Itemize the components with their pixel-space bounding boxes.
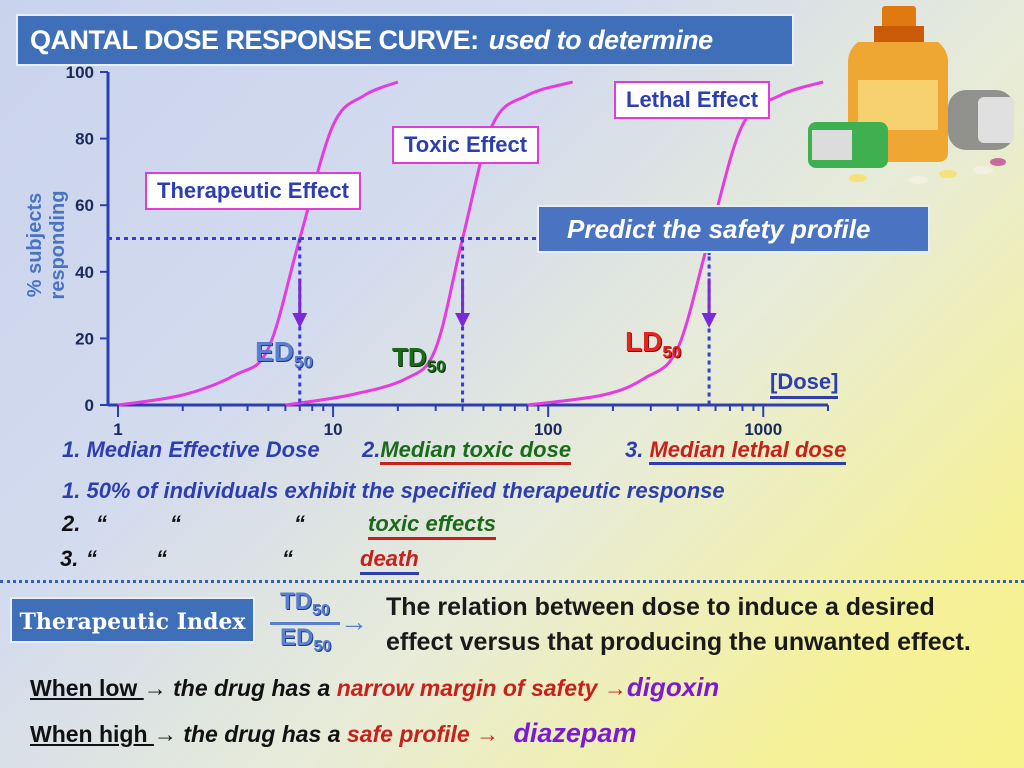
therapeutic-index-label: Therapeutic Index <box>10 597 255 643</box>
ti-fraction-bar <box>270 622 340 625</box>
rule-low: When low → the drug has a narrow margin … <box>30 672 720 702</box>
page-title: QANTAL DOSE RESPONSE CURVE: used to deter… <box>16 14 794 66</box>
curve-toxic-effect <box>285 80 574 407</box>
y-tick-label: 40 <box>75 263 94 282</box>
medicine-bottles-image <box>808 6 1014 184</box>
explain-line-2: 2. “ “ “ toxic effects <box>62 511 522 541</box>
chart-reference-lines <box>108 237 717 405</box>
ti-description-line-1: The relation between dose to induce a de… <box>386 593 935 621</box>
ti-denominator: ED50 <box>280 624 332 655</box>
title-sub: used to determine <box>488 25 714 55</box>
y-tick-label: 80 <box>75 130 94 149</box>
y-tick-label: 100 <box>66 63 94 82</box>
title-main: QANTAL DOSE RESPONSE CURVE: <box>30 25 479 55</box>
x-tick-label: 100 <box>534 420 562 439</box>
lethal-effect-callout: Lethal Effect <box>614 81 771 119</box>
predict-safety-callout: Predict the safety profile <box>537 205 930 253</box>
def-ed50: 1. Median Effective Dose <box>62 437 320 462</box>
chart-curves <box>117 80 824 407</box>
y-tick-label: 60 <box>75 196 94 215</box>
x-axis-label: [Dose] <box>770 369 839 399</box>
y-axis-label: % subjects responding <box>24 190 69 300</box>
ti-description: The relation between dose to induce a de… <box>386 590 971 660</box>
ed50-label: ED50 <box>255 336 313 372</box>
def-td50: 2.Median toxic dose <box>362 437 572 465</box>
explain-line-1: 1. 50% of individuals exhibit the specif… <box>62 478 725 503</box>
explain-line-3: 3. “ “ “ death <box>60 546 520 576</box>
x-tick-label: 1 <box>113 420 122 439</box>
y-tick-label: 20 <box>75 329 94 348</box>
x-tick-label: 10 <box>324 420 343 439</box>
dose-response-chart: 0 20 40 60 80 100 1 10 100 1000 <box>66 63 829 439</box>
ti-description-line-2: effect versus that producing the unwante… <box>386 628 971 656</box>
ti-arrow-icon: → <box>340 606 368 637</box>
curve-therapeutic-effect <box>117 80 399 407</box>
x-tick-label: 1000 <box>744 420 782 439</box>
curve-lethal-effect <box>527 80 824 407</box>
toxic-effect-callout: Toxic Effect <box>392 126 540 164</box>
therapeutic-effect-callout: Therapeutic Effect <box>145 172 361 210</box>
chart-ticks: 0 20 40 60 80 100 1 10 100 1000 <box>66 63 829 439</box>
td50-label: TD50 <box>392 342 446 377</box>
ld50-label: LD50 <box>625 326 682 362</box>
section-divider <box>0 580 1024 583</box>
ti-numerator: TD50 <box>280 588 330 619</box>
rule-high: When high → the drug has a safe profile … <box>30 718 637 748</box>
y-tick-label: 0 <box>85 396 94 415</box>
def-ld50: 3. Median lethal dose <box>625 437 847 465</box>
